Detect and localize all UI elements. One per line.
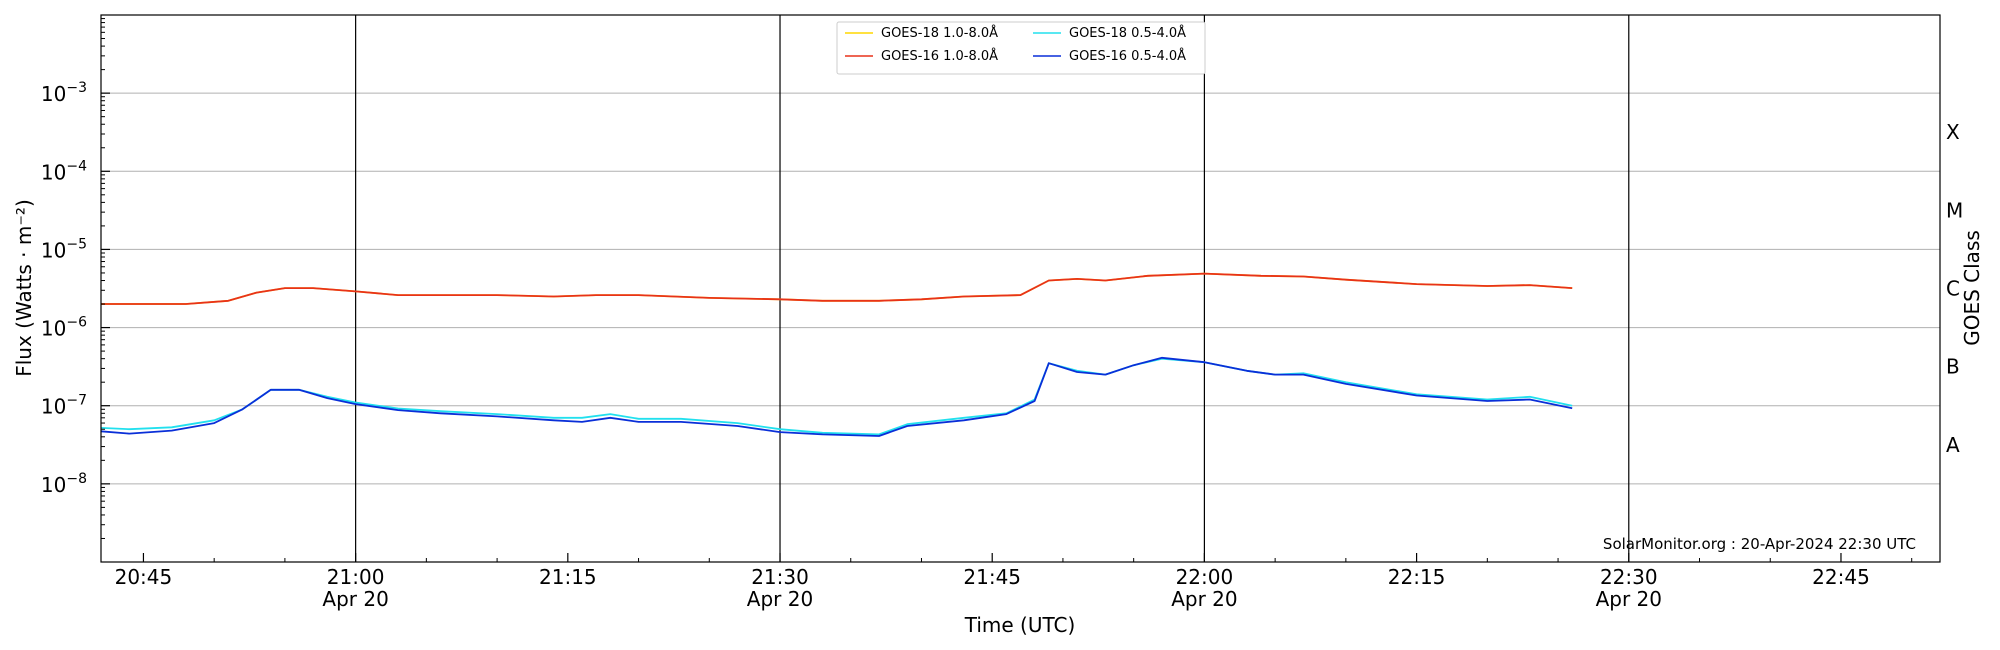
legend-entry-label: GOES-16 0.5-4.0Å <box>1069 48 1186 64</box>
x-tick-label: 22:30 <box>1600 565 1658 589</box>
legend: GOES-18 1.0-8.0Å GOES-16 1.0-8.0Å GOES-18 … <box>836 21 1206 75</box>
x-tick-date-label: Apr 20 <box>1596 587 1662 611</box>
series-line-3 <box>100 356 1573 437</box>
y-tick-label: 10−4 <box>41 158 87 184</box>
x-tick-label: 22:45 <box>1812 565 1870 589</box>
goes-class-label: C <box>1946 277 1960 301</box>
x-tick-label: 22:00 <box>1176 565 1234 589</box>
x-tick-label: 21:15 <box>539 565 597 589</box>
x-tick-label: 21:00 <box>327 565 385 589</box>
x-tick-date-label: Apr 20 <box>1171 587 1237 611</box>
legend-entry-label: GOES-16 1.0-8.0Å <box>881 48 998 64</box>
legend-box <box>836 21 1206 75</box>
x-axis-title: Time (UTC) <box>964 613 1076 637</box>
legend-entry-label: GOES-18 1.0-8.0Å <box>881 25 998 41</box>
x-tick-label: 20:45 <box>115 565 173 589</box>
x-tick-date-label: Apr 20 <box>747 587 813 611</box>
series-line-1 <box>101 272 1573 305</box>
y-tick-label: 10−7 <box>41 393 87 419</box>
y-tick-label: 10−5 <box>41 236 87 262</box>
legend-entry-label: GOES-18 0.5-4.0Å <box>1069 25 1186 41</box>
x-tick-label: 21:45 <box>963 565 1021 589</box>
plot-frame <box>100 14 1941 563</box>
y-tick-label: 10−3 <box>41 80 87 106</box>
y-tick-label: 10−8 <box>41 471 87 497</box>
x-tick-label: 22:15 <box>1388 565 1446 589</box>
goes-class-label: X <box>1946 120 1960 144</box>
x-tick-date-label: Apr 20 <box>322 587 388 611</box>
goes-class-label: M <box>1946 198 1963 222</box>
goes-class-label: A <box>1946 433 1960 457</box>
credit-text: SolarMonitor.org : 20-Apr-2024 22:30 UTC <box>1603 535 1916 553</box>
goes-class-label: B <box>1946 355 1960 379</box>
y-tick-label: 10−6 <box>41 315 87 341</box>
series-layer <box>100 272 1573 437</box>
right-axis-title: GOES Class <box>1960 230 1984 346</box>
x-tick-label: 21:30 <box>751 565 809 589</box>
y-axis-title: Flux (Watts · m⁻²) <box>12 199 36 377</box>
